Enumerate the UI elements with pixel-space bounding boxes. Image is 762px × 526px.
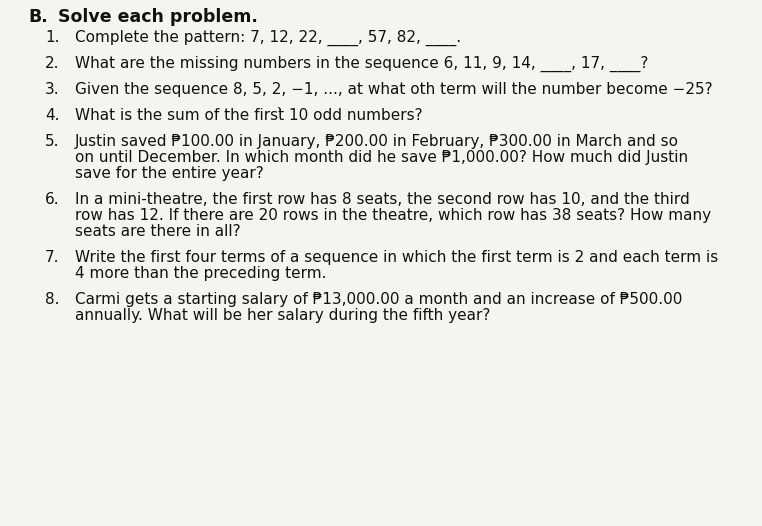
Text: 6.: 6. <box>45 192 59 207</box>
Text: Complete the pattern: 7, 12, 22, ____, 57, 82, ____.: Complete the pattern: 7, 12, 22, ____, 5… <box>75 30 461 46</box>
Text: Solve each problem.: Solve each problem. <box>58 8 258 26</box>
Text: on until December. In which month did he save ₱1,000.00? How much did Justin: on until December. In which month did he… <box>75 150 688 165</box>
Text: Write the first four terms of a sequence in which the first term is 2 and each t: Write the first four terms of a sequence… <box>75 250 719 265</box>
Text: What is the sum of the first̀ 10 odd numbers?: What is the sum of the first̀ 10 odd num… <box>75 108 423 123</box>
Text: 1.: 1. <box>45 30 59 45</box>
Text: seats are there in all?: seats are there in all? <box>75 224 241 239</box>
Text: In a mini-theatre, the first row has 8 seats, the second row has 10, and the thi: In a mini-theatre, the first row has 8 s… <box>75 192 690 207</box>
Text: annually. What will be her salary during the fifth year?: annually. What will be her salary during… <box>75 308 491 323</box>
Text: Carmi gets a starting salary of ₱13,000.00 a month and an increase of ₱500.00: Carmi gets a starting salary of ₱13,000.… <box>75 292 683 307</box>
Text: row has 12. If there are 20 rows in the theatre, which row has 38 seats? How man: row has 12. If there are 20 rows in the … <box>75 208 711 223</box>
Text: 4 more than the preceding term.: 4 more than the preceding term. <box>75 266 326 281</box>
Text: What are the missing numbers in the sequence 6, 11, 9, 14, ____, 17, ____?: What are the missing numbers in the sequ… <box>75 56 648 72</box>
Text: 2.: 2. <box>45 56 59 71</box>
Text: 5.: 5. <box>45 134 59 149</box>
Text: 8.: 8. <box>45 292 59 307</box>
Text: Justin saved ₱100.00 in January, ₱200.00 in February, ₱300.00 in March and so: Justin saved ₱100.00 in January, ₱200.00… <box>75 134 679 149</box>
Text: Given the sequence 8, 5, 2, −1, ..., at what οth term will the number become −25: Given the sequence 8, 5, 2, −1, ..., at … <box>75 82 712 97</box>
Text: save for the entire year?: save for the entire year? <box>75 166 264 181</box>
Text: 4.: 4. <box>45 108 59 123</box>
Text: 3.: 3. <box>45 82 59 97</box>
Text: B.: B. <box>28 8 48 26</box>
Text: 7.: 7. <box>45 250 59 265</box>
